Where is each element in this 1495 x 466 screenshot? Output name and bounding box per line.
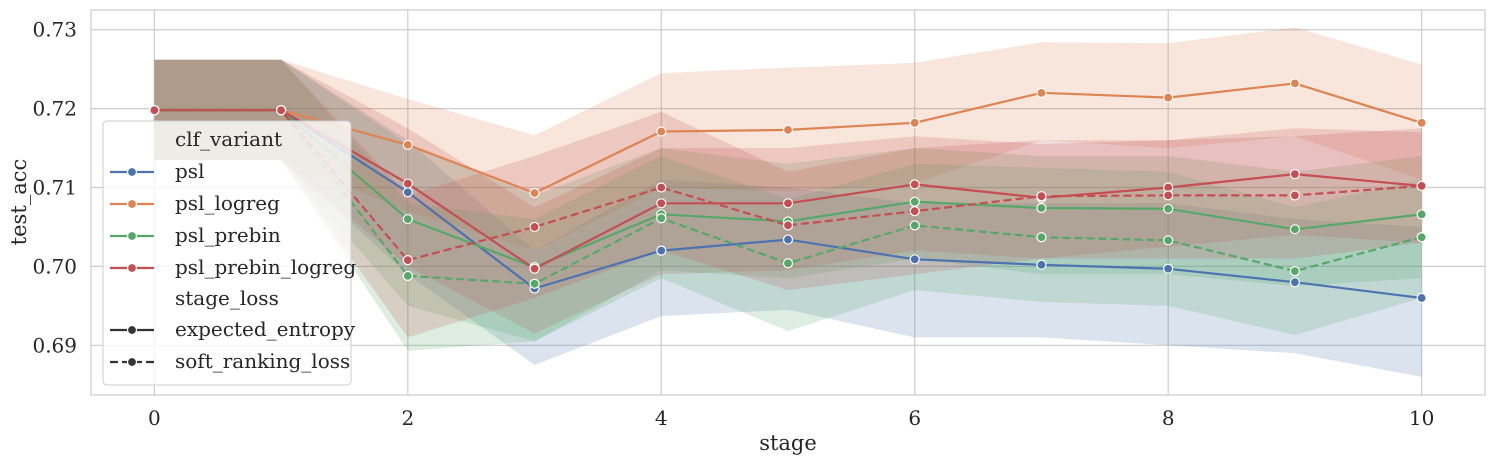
y-tick-labels: 0.69 0.70 0.71 0.72 0.73 <box>32 18 77 358</box>
x-tick-label: 8 <box>1162 406 1175 430</box>
x-tick-labels: 0 2 4 6 8 10 <box>148 406 1434 430</box>
legend-marker <box>126 356 138 368</box>
legend-marker <box>126 230 138 242</box>
data-point <box>909 196 920 207</box>
data-point <box>1289 168 1301 180</box>
x-tick-label: 10 <box>1409 406 1434 430</box>
data-point <box>909 220 920 231</box>
data-point <box>529 278 540 289</box>
data-point <box>1163 263 1174 274</box>
legend-marker <box>126 166 138 178</box>
legend-style-entries: expected_entropy soft_ranking_loss <box>110 317 356 373</box>
x-axis-label: stage <box>759 431 817 455</box>
data-point <box>656 213 667 224</box>
data-point <box>529 263 540 274</box>
data-point <box>402 213 413 225</box>
data-point <box>1416 232 1427 243</box>
data-point <box>782 234 794 245</box>
y-tick-label: 0.70 <box>32 254 77 278</box>
data-point <box>1289 266 1301 277</box>
data-point <box>1036 232 1047 243</box>
data-point <box>656 182 667 193</box>
data-point <box>782 220 794 231</box>
data-point <box>402 178 413 189</box>
legend-label: soft_ranking_loss <box>175 349 350 373</box>
data-point <box>909 179 920 190</box>
y-axis-label: test_acc <box>7 159 31 246</box>
legend-hue-entries: psl psl_logreg psl_prebin psl_prebin_logreg <box>110 159 356 279</box>
data-point <box>149 105 160 116</box>
legend-label: psl <box>175 159 204 183</box>
data-point <box>1289 224 1301 235</box>
data-point <box>782 198 794 209</box>
confidence-band <box>154 59 1422 334</box>
data-point <box>1163 92 1174 103</box>
legend-marker <box>126 324 138 336</box>
data-point <box>402 254 413 266</box>
data-point <box>909 254 920 265</box>
legend-hue-title: clf_variant <box>175 127 282 151</box>
legend: clf_variant psl psl_logreg psl_prebin psl_p… <box>102 120 356 386</box>
data-point <box>656 126 667 137</box>
legend-label: psl_logreg <box>175 191 280 215</box>
legend-box <box>102 120 352 386</box>
legend-marker <box>126 262 138 274</box>
data-point <box>1289 277 1301 288</box>
data-point <box>1416 209 1427 220</box>
data-point <box>656 198 667 209</box>
data-point <box>909 206 920 217</box>
x-tick-label: 6 <box>908 406 921 430</box>
data-point <box>529 221 540 233</box>
x-tick-label: 2 <box>401 406 414 430</box>
data-point <box>1036 87 1047 98</box>
data-point <box>1036 191 1047 202</box>
data-point <box>1289 190 1301 201</box>
legend-label: expected_entropy <box>175 317 356 341</box>
series-markers <box>149 78 1427 304</box>
x-tick-label: 0 <box>148 406 161 430</box>
legend-label: psl_prebin_logreg <box>175 255 356 279</box>
series-line <box>154 109 1422 262</box>
y-tick-label: 0.72 <box>32 97 77 121</box>
data-point <box>1416 180 1427 192</box>
confidence-band <box>154 27 1422 251</box>
data-point <box>1036 259 1047 270</box>
data-point <box>782 124 794 136</box>
y-tick-label: 0.73 <box>32 18 77 42</box>
data-point <box>1163 190 1174 201</box>
x-tick-label: 4 <box>655 406 668 430</box>
data-point <box>656 245 667 256</box>
y-tick-label: 0.69 <box>32 333 77 357</box>
data-point <box>275 105 287 116</box>
data-point <box>909 117 920 128</box>
data-point <box>402 270 413 281</box>
data-point <box>402 187 413 198</box>
data-point <box>1416 292 1427 304</box>
data-point <box>1416 117 1427 128</box>
data-point <box>782 258 794 269</box>
legend-style-title: stage_loss <box>175 286 279 310</box>
plot-frame <box>90 9 1486 396</box>
data-point <box>1036 202 1047 214</box>
data-point <box>529 187 540 199</box>
y-tick-label: 0.71 <box>32 176 77 200</box>
legend-marker <box>126 198 138 210</box>
legend-label: psl_prebin <box>175 223 281 247</box>
data-point <box>402 139 413 151</box>
data-point <box>1163 203 1174 214</box>
data-point <box>1289 78 1301 89</box>
data-point <box>1163 235 1174 246</box>
